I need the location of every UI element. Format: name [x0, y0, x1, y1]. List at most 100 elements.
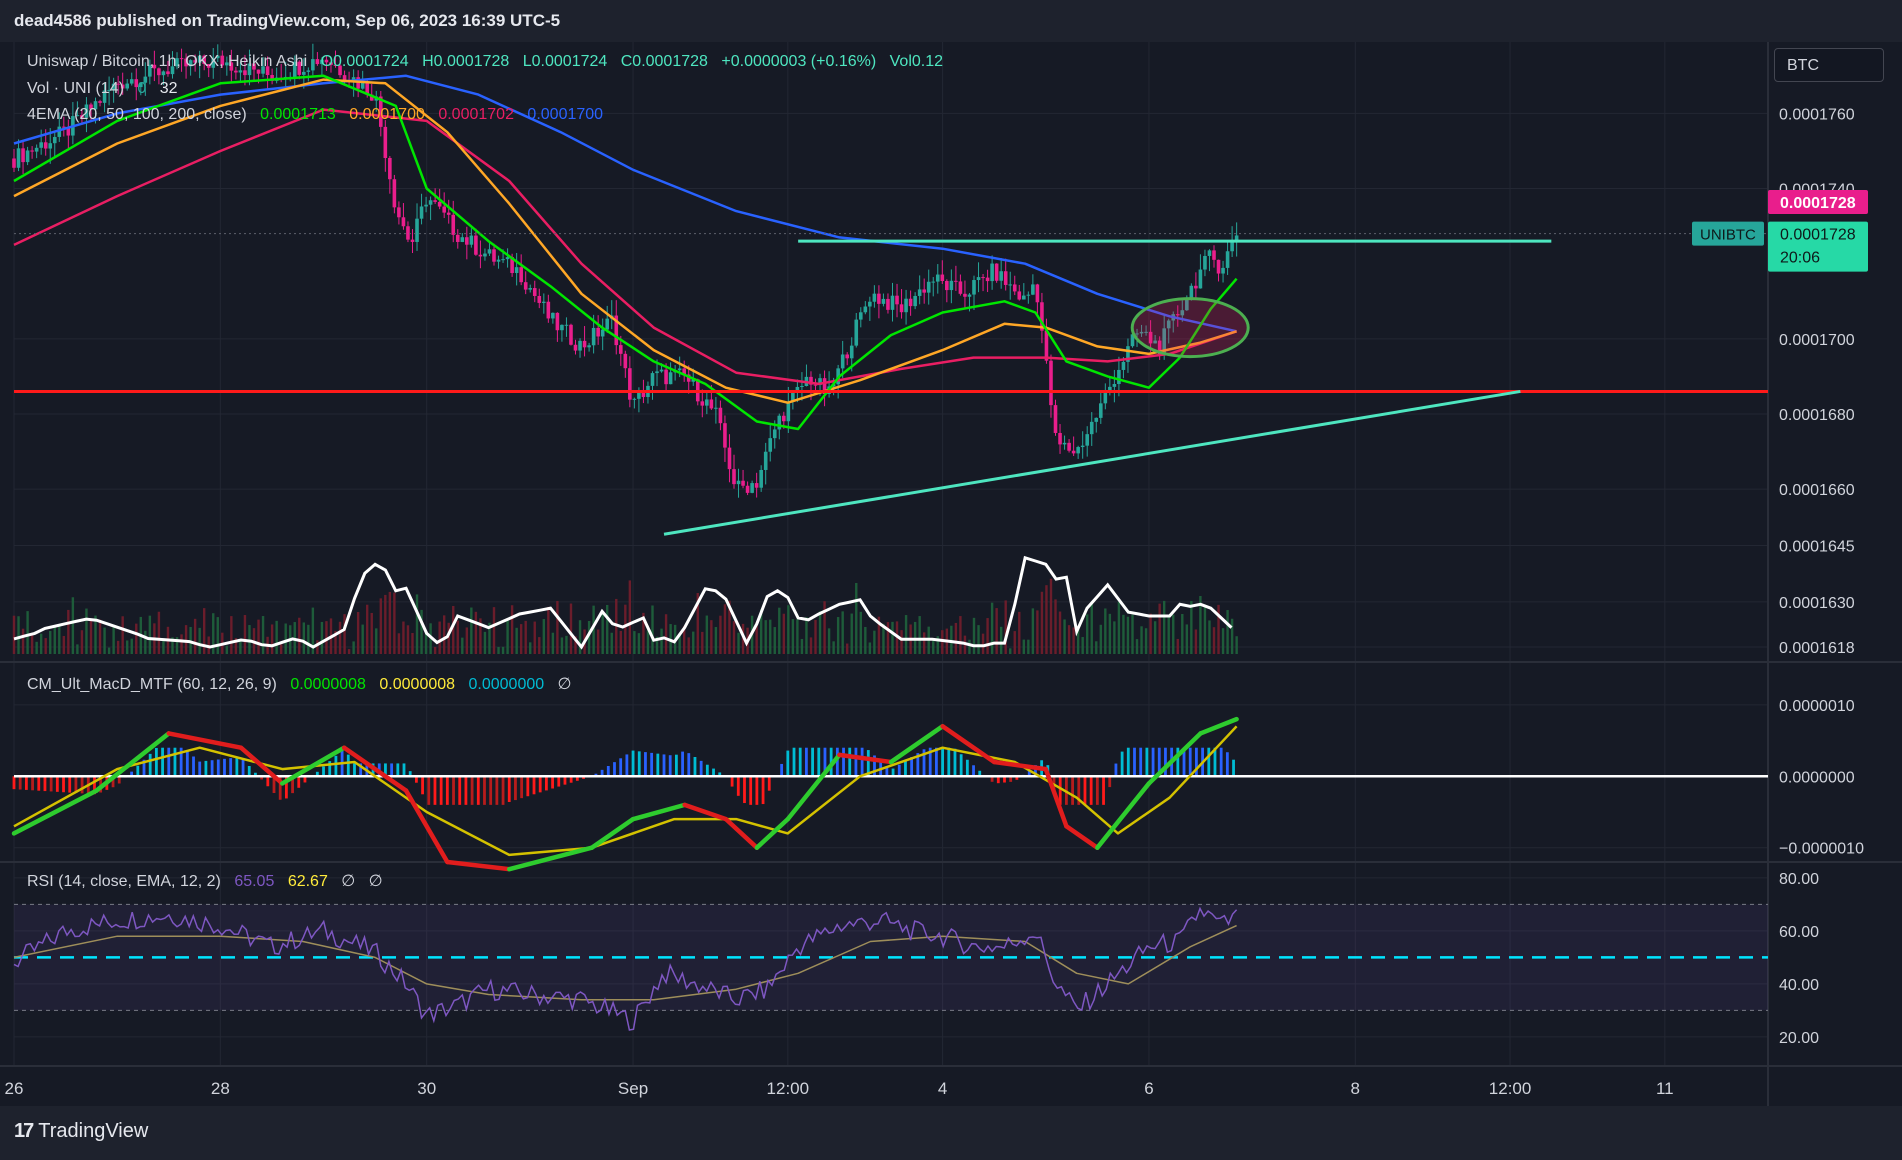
macd-histogram-bar — [934, 747, 938, 777]
volume-bar — [977, 625, 980, 654]
volume-bar — [1086, 614, 1089, 654]
candle-body — [1085, 434, 1090, 446]
macd-histogram-bar — [322, 766, 325, 777]
volume-bar — [356, 612, 360, 654]
macd-histogram-bar — [229, 758, 233, 777]
macd-histogram-bar — [730, 776, 734, 787]
macd-histogram-bar — [1015, 776, 1019, 780]
volume-bar — [243, 615, 247, 654]
currency-button[interactable]: BTC — [1774, 48, 1884, 82]
macd-histogram-bar — [154, 747, 158, 777]
candle-body — [1230, 241, 1234, 252]
ema200-value: 0.0001700 — [527, 106, 604, 123]
volume-bar — [98, 619, 102, 654]
candle-body — [1126, 346, 1130, 362]
candle-body — [863, 306, 868, 313]
time-tick-label: 26 — [5, 1079, 24, 1098]
volume-bar — [886, 622, 890, 654]
candle-body — [854, 319, 859, 346]
candle-body — [972, 280, 976, 295]
candle-body — [587, 345, 591, 348]
macd-histogram-bar — [266, 776, 270, 787]
candle-body — [315, 59, 320, 65]
volume-bar — [773, 627, 776, 654]
candle-body — [1198, 269, 1203, 289]
candle-body — [1203, 255, 1207, 270]
macd-histogram-bar — [43, 776, 47, 792]
macd-histogram-bar — [631, 750, 635, 777]
macd-histogram-bar — [804, 747, 808, 777]
macd-histogram-bar — [1151, 747, 1155, 777]
candle-body — [161, 71, 166, 76]
macd-histogram-bar — [1102, 776, 1105, 805]
candle-body — [487, 249, 492, 254]
candle-body — [401, 217, 406, 227]
volume-bar — [275, 620, 278, 654]
macd-legend: CM_Ult_MacD_MTF (60, 12, 26, 9) 0.000000… — [27, 674, 581, 694]
volume-bar — [524, 620, 527, 654]
candle-body — [600, 329, 605, 337]
volume-bar — [415, 594, 419, 654]
candle-body — [465, 237, 469, 245]
volume-bar — [130, 638, 133, 654]
chart-area[interactable]: 0.00017600.00017400.00017000.00016800.00… — [0, 42, 1902, 1106]
volume-bar — [261, 616, 265, 654]
macd-histogram-bar — [458, 776, 462, 805]
volume-bar — [1226, 610, 1229, 654]
tradingview-logo[interactable]: 17 TradingView — [14, 1120, 148, 1143]
macd-histogram-bar — [656, 753, 660, 777]
ema50-value: 0.0001700 — [349, 106, 425, 123]
candle-body — [741, 480, 745, 486]
vol-legend: Vol · UNI (14) 0 32 — [27, 80, 187, 98]
candle-body — [782, 415, 786, 422]
time-tick-label: 28 — [211, 1079, 230, 1098]
candle-body — [125, 83, 130, 89]
macd-histogram-bar — [1145, 747, 1149, 777]
volume-bar — [1185, 624, 1189, 654]
candle-body — [1035, 284, 1040, 303]
volume-bar — [107, 647, 111, 654]
volume-bar — [1172, 614, 1175, 654]
candle-body — [84, 104, 89, 118]
volume-bar — [492, 607, 496, 654]
macd-histogram-bar — [272, 776, 276, 793]
macd-histogram-bar — [650, 752, 654, 777]
rsi-v1: 65.05 — [234, 873, 275, 890]
macd-histogram-bar — [223, 758, 226, 777]
macd-histogram-bar — [798, 747, 802, 777]
candle-body — [1089, 421, 1094, 435]
volume-bar — [311, 607, 315, 654]
volume-bar — [904, 615, 908, 654]
volume-bar — [442, 615, 446, 654]
volume-bar — [1049, 578, 1053, 654]
macd-histogram-bar — [148, 753, 152, 777]
countdown-text: 20:06 — [1780, 250, 1820, 267]
volume-bar — [420, 609, 423, 654]
macd-histogram-bar — [823, 747, 827, 777]
volume-bar — [144, 630, 147, 654]
candle-body — [542, 301, 546, 303]
volume-bar — [782, 613, 786, 654]
volume-bar — [1027, 639, 1030, 654]
candle-body — [116, 83, 120, 85]
volume-bar — [1199, 596, 1202, 654]
volume-bar — [918, 616, 921, 654]
candle-body — [1112, 384, 1117, 387]
volume-bar — [646, 630, 650, 654]
candle-body — [311, 59, 315, 71]
volume-bar — [515, 627, 518, 654]
time-tick-label: 6 — [1144, 1079, 1153, 1098]
macd-histogram-bar — [303, 776, 307, 783]
volume-bar — [596, 629, 600, 654]
volume-bar — [832, 641, 835, 654]
candle-body — [551, 312, 555, 319]
macd-line-segment — [94, 731, 172, 793]
time-tick-label: 12:00 — [767, 1079, 810, 1098]
candle-body — [360, 81, 365, 89]
volume-bar — [995, 608, 998, 654]
volume-bar — [510, 605, 514, 654]
volume-bar — [17, 616, 20, 654]
rsi-tick-label: 60.00 — [1779, 924, 1819, 941]
macd-histogram-bar — [489, 776, 493, 805]
macd-line-segment — [1064, 824, 1100, 850]
